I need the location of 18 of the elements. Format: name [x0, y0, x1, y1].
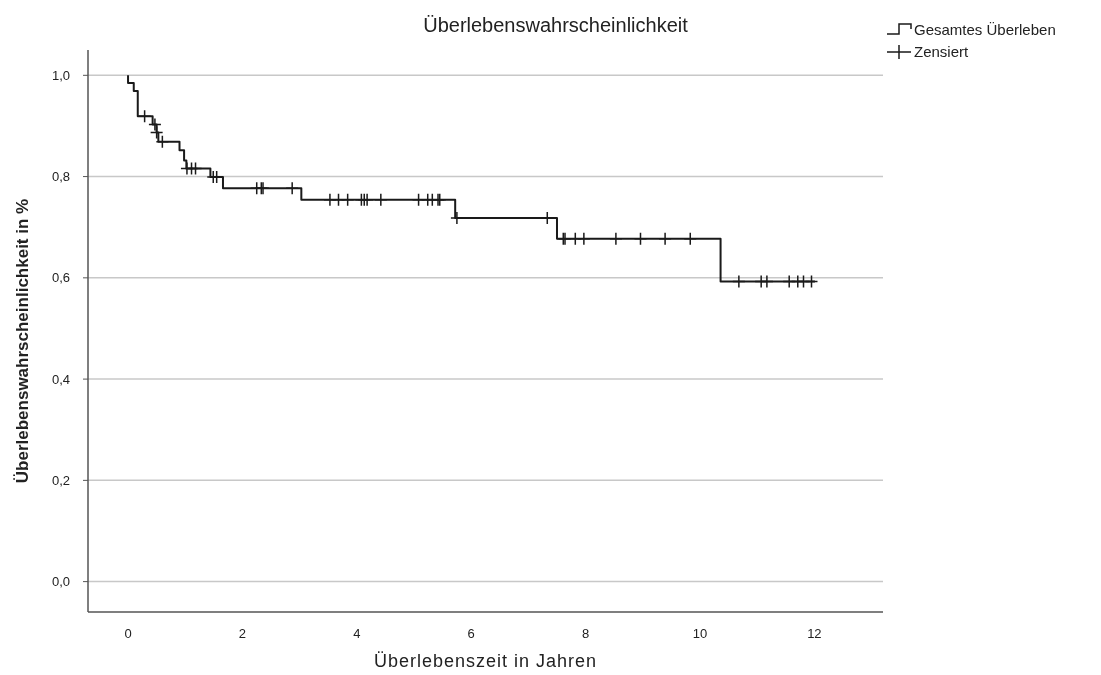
x-tick-label: 12 [807, 626, 822, 641]
y-tick-label: 0,2 [51, 472, 70, 488]
legend-label: Gesamtes Überleben [914, 21, 1056, 39]
chart-title: Überlebenswahrscheinlichkeit [423, 14, 689, 36]
x-tick-label: 4 [353, 626, 361, 641]
y-tick-label: 0,0 [51, 574, 70, 590]
x-tick-label: 2 [238, 626, 247, 641]
x-axis-title: Überlebenszeit in Jahren [373, 651, 598, 671]
x-tick-label: 10 [692, 626, 708, 641]
x-tick-label: 0 [124, 626, 132, 641]
legend-label: Zensiert [914, 43, 970, 61]
y-tick-label: 0,6 [51, 270, 70, 286]
x-tick-label: 8 [581, 626, 590, 641]
y-tick-label: 0,4 [51, 371, 70, 387]
y-tick-label: 0,8 [51, 169, 70, 185]
x-tick-label: 6 [467, 626, 475, 641]
y-axis-title: Überlebenswahrscheinlichkeit in % [13, 198, 32, 484]
y-tick-label: 1,0 [51, 67, 70, 83]
